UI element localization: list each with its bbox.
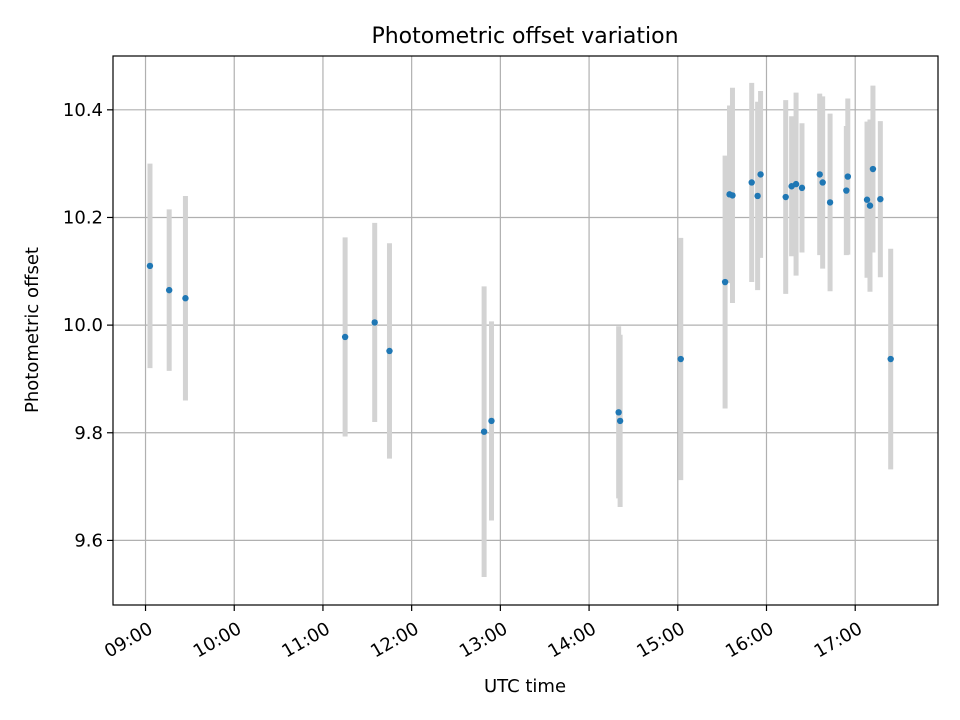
- data-point: [488, 417, 495, 425]
- data-point: [826, 199, 834, 206]
- data-point: [866, 202, 874, 209]
- data-point: [816, 171, 823, 178]
- data-point: [182, 295, 189, 302]
- y-tick-label: 10.4: [63, 100, 103, 121]
- plot-area: [113, 56, 938, 605]
- data-point: [615, 409, 622, 416]
- data-point: [782, 193, 789, 201]
- data-point: [757, 171, 764, 178]
- y-tick-label: 10.0: [63, 315, 103, 336]
- data-point: [729, 192, 736, 199]
- data-point: [843, 187, 850, 194]
- data-point: [754, 192, 761, 200]
- data-point: [616, 417, 624, 425]
- x-axis-label: UTC time: [484, 676, 566, 697]
- data-point: [146, 262, 154, 270]
- grid: [113, 56, 938, 605]
- y-axis-ticks: 9.6 9.8 10.0 10.2 10.4: [63, 100, 113, 551]
- data-point: [863, 196, 871, 203]
- data-point: [677, 355, 684, 363]
- data-point: [877, 195, 884, 203]
- data-point: [480, 428, 488, 435]
- y-tick-label: 9.6: [74, 530, 103, 551]
- data-point: [819, 179, 826, 186]
- data-point: [869, 165, 877, 173]
- data-point: [887, 355, 894, 363]
- data-point: [165, 286, 173, 294]
- data-point: [792, 180, 800, 188]
- chart-title: Photometric offset variation: [371, 24, 678, 49]
- data-points: [146, 165, 894, 435]
- y-axis-label: Photometric offset: [22, 247, 43, 413]
- data-point: [371, 319, 378, 326]
- data-point: [844, 173, 852, 180]
- plot-frame: [112, 55, 939, 606]
- y-tick-label: 10.2: [63, 207, 103, 228]
- data-point: [798, 184, 806, 192]
- data-point: [721, 278, 729, 286]
- data-point: [748, 179, 755, 186]
- data-point: [341, 333, 349, 341]
- y-tick-label: 9.8: [74, 423, 103, 444]
- data-point: [386, 347, 393, 355]
